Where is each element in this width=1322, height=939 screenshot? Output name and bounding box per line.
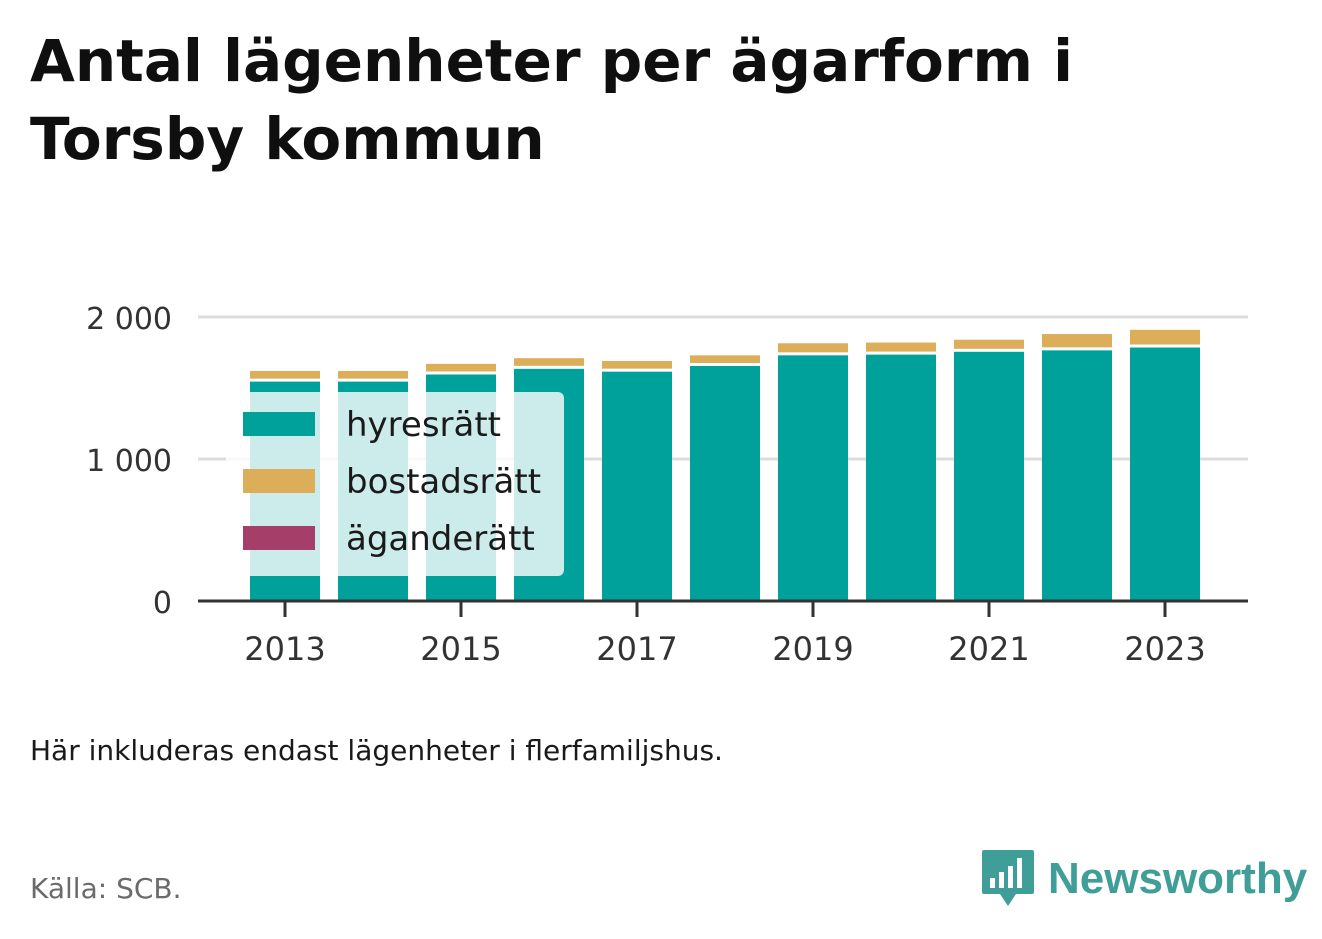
bar-2021-series-1 [954,339,1024,349]
x-tick-label: 2017 [596,630,677,668]
y-tick-label: 2 000 [86,302,172,337]
legend: hyresrätt bostadsrätt äganderätt [226,392,564,576]
x-tick-label: 2013 [244,630,325,668]
legend-label: bostadsrätt [346,462,541,502]
bar-2013-series-1 [250,370,320,379]
legend-swatch [243,469,315,493]
bar-2018-series-0 [690,365,760,601]
bar-2023-series-0 [1130,347,1200,601]
x-axis-tick-labels: 2013 2015 2017 2019 2021 2023 [244,601,1206,668]
x-tick-label: 2015 [420,630,501,668]
bar-2016-series-1 [514,358,584,366]
chart-note: Här inkluderas endast lägenheter i flerf… [30,734,723,767]
brand-logo: Newsworthy [980,848,1307,910]
y-tick-label: 0 [153,586,172,621]
bar-2017-series-0 [602,371,672,601]
legend-swatch [243,526,315,550]
bar-2018-series-1 [690,355,760,363]
bar-2023-series-1 [1130,329,1200,345]
y-axis-tick-labels: 0 1 000 2 000 [86,302,172,621]
legend-label: hyresrätt [346,405,501,445]
legend-label: äganderätt [346,519,535,559]
source-label: Källa: SCB. [30,872,182,905]
newsworthy-logo-icon [982,850,1034,906]
bar-2020-series-1 [866,342,936,352]
bar-2019-series-1 [778,343,848,353]
bar-2022-series-0 [1042,350,1112,601]
x-tick-label: 2023 [1124,630,1205,668]
bar-2022-series-1 [1042,334,1112,348]
x-tick-label: 2019 [772,630,853,668]
chart-title: Antal lägenheter per ägarform i Torsby k… [30,27,1074,173]
bar-2020-series-0 [866,354,936,601]
stacked-bar-chart: 0 1 000 2 000 2013 2015 2017 2019 2021 2023 hyr… [86,302,1248,668]
bar-2015-series-1 [426,363,496,372]
legend-swatch [243,412,315,436]
y-tick-label: 1 000 [86,444,172,479]
bar-2019-series-0 [778,355,848,601]
x-tick-label: 2021 [948,630,1029,668]
bar-2017-series-1 [602,361,672,369]
brand-name: Newsworthy [1048,854,1308,903]
bar-2021-series-0 [954,351,1024,601]
bar-2014-series-1 [338,370,408,379]
